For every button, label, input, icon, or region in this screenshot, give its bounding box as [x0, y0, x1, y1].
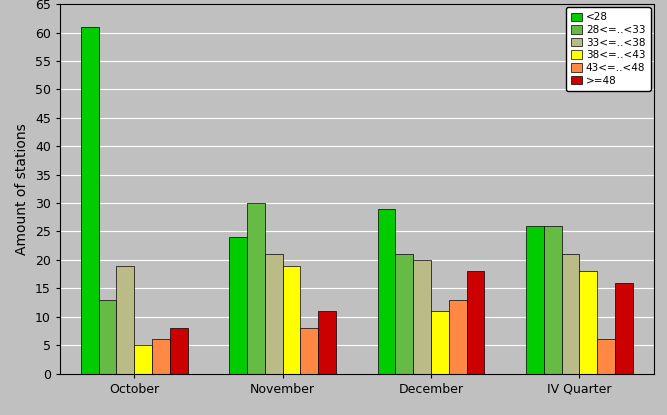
Legend: <28, 28<=..<33, 33<=..<38, 38<=..<43, 43<=..<48, >=48: <28, 28<=..<33, 33<=..<38, 38<=..<43, 43…	[566, 7, 650, 91]
Bar	[152, 339, 170, 374]
Bar	[283, 266, 300, 374]
Bar	[562, 254, 580, 374]
Bar	[300, 328, 318, 374]
Bar	[229, 237, 247, 374]
Bar	[431, 311, 449, 374]
Bar	[99, 300, 117, 374]
Bar	[170, 328, 187, 374]
Bar	[81, 27, 99, 374]
Bar	[580, 271, 597, 374]
Bar	[597, 339, 615, 374]
Bar	[526, 226, 544, 374]
Bar	[396, 254, 414, 374]
Y-axis label: Amount of stations: Amount of stations	[15, 123, 29, 255]
Bar	[134, 345, 152, 374]
Bar	[117, 266, 134, 374]
Bar	[265, 254, 283, 374]
Bar	[414, 260, 431, 374]
Bar	[467, 271, 484, 374]
Bar	[449, 300, 467, 374]
Bar	[615, 283, 633, 374]
Bar	[247, 203, 265, 374]
Bar	[318, 311, 336, 374]
Bar	[378, 209, 396, 374]
Bar	[544, 226, 562, 374]
